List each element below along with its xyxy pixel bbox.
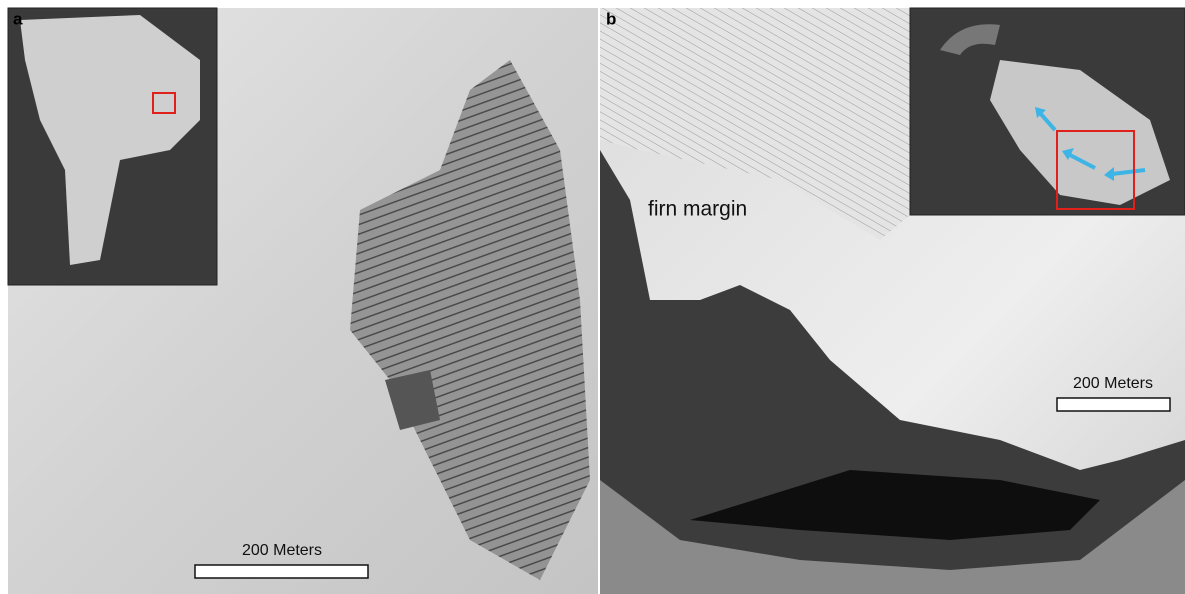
scale-bar-label: 200 Meters — [1073, 375, 1153, 392]
inset-b-feature — [940, 24, 1000, 55]
panel-label: a — [13, 9, 23, 28]
deep-shadow — [690, 470, 1100, 540]
panel-label: b — [606, 9, 616, 28]
flow-arrowhead — [1062, 148, 1074, 160]
annotation: firn margin — [648, 198, 747, 221]
inset-b-glacier — [990, 60, 1170, 205]
flow-arrow — [1111, 168, 1146, 176]
flow-arrow — [1069, 153, 1096, 170]
crevasse-field — [350, 60, 590, 580]
panel-b: b firn margin 200 Meters — [600, 7, 1185, 594]
inset-a-locator — [152, 92, 176, 114]
scale-bar-label: 200 Meters — [242, 542, 322, 559]
flow-arrows — [1035, 107, 1146, 181]
crevasse-block — [385, 370, 440, 430]
flow-arrow — [1038, 111, 1057, 132]
crevassed-firn — [600, 8, 910, 240]
flow-arrowhead — [1104, 167, 1114, 181]
panel-a: a 200 Meters — [7, 7, 598, 594]
rock-shadow — [600, 150, 1185, 594]
inset-a-glacier — [20, 15, 200, 265]
bedrock — [600, 480, 1185, 594]
inset-b-locator — [1056, 130, 1135, 210]
scale-bar — [1056, 397, 1171, 412]
scale-bar — [194, 564, 369, 579]
flow-arrowhead — [1035, 107, 1046, 118]
